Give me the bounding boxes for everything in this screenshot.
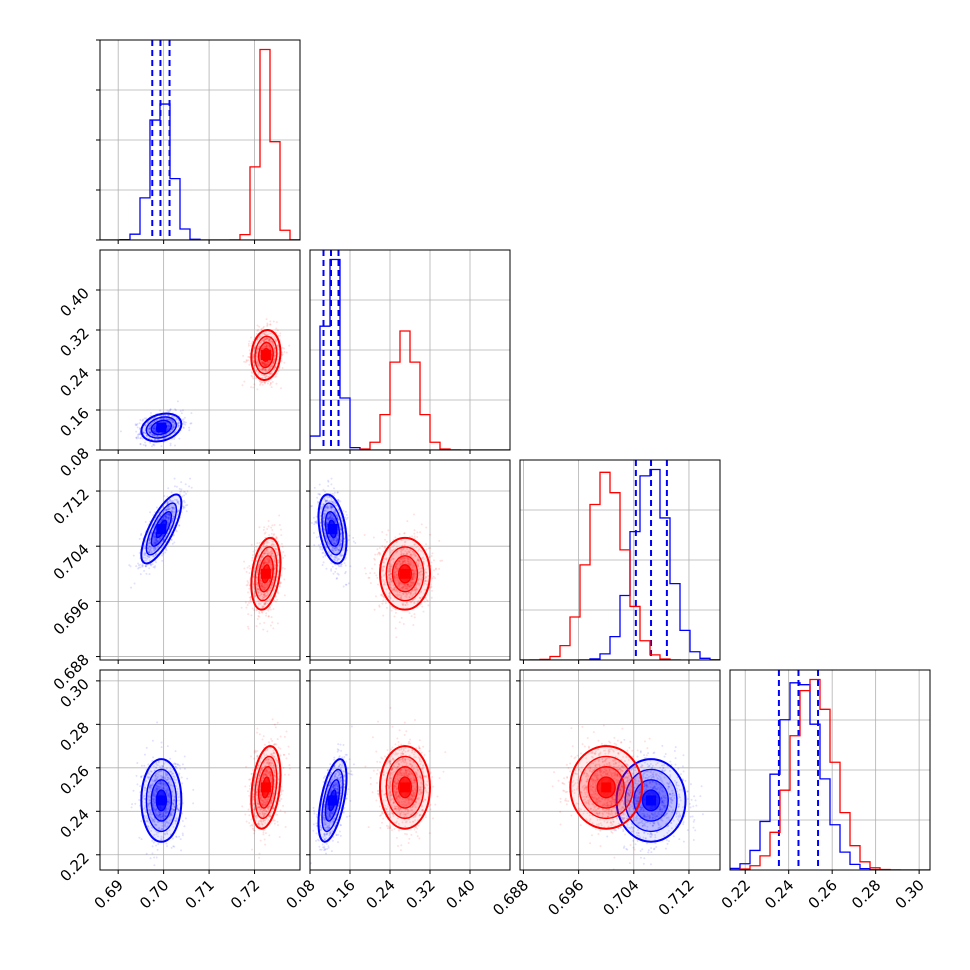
y-tick-label: 0.712: [50, 485, 93, 528]
y-tick-label: 0.32: [56, 324, 92, 360]
panel-3-3: 0.22 0.24 0.26 0.28 0.30: [718, 669, 931, 912]
x-tick-label: 0.30: [892, 876, 928, 912]
y-tick-label: 0.16: [56, 404, 92, 440]
density-peak: [646, 795, 657, 806]
y-tick-label: 0.08: [56, 444, 92, 480]
panel-3-2: 0.688 0.696 0.704 0.712: [489, 669, 721, 919]
panel-frame: [519, 669, 721, 871]
y-tick-label: 0.704: [50, 540, 93, 583]
x-tick-label: 0.71: [182, 876, 218, 912]
y-tick-label: 0.22: [56, 849, 92, 885]
x-tick-label: 0.704: [600, 876, 643, 919]
x-tick-label: 0.08: [282, 876, 318, 912]
panel-2-2: [519, 459, 721, 664]
panel-frame: [99, 249, 301, 451]
y-tick-label: 0.696: [50, 595, 93, 638]
panel-plot-area: [100, 460, 300, 660]
density-peak: [156, 795, 167, 806]
x-tick-label: 0.24: [761, 876, 797, 912]
panel-frame: [99, 669, 301, 871]
density-peak: [601, 782, 612, 793]
density-peak: [156, 422, 167, 433]
x-tick-label: 0.40: [442, 876, 478, 912]
panel-plot-area: [310, 250, 510, 450]
density-peak: [156, 523, 167, 534]
scatter-series-0: [596, 738, 704, 866]
density-peak: [400, 568, 410, 579]
panel-2-1: [306, 459, 511, 664]
panel-plot-area: [520, 460, 720, 660]
density-peak: [260, 568, 271, 579]
panel-frame: [99, 39, 301, 241]
panel-0-0: [96, 39, 301, 244]
panel-plot-area: [100, 250, 300, 450]
x-tick-label: 0.70: [136, 876, 172, 912]
x-tick-label: 0.28: [848, 876, 884, 912]
density-peak: [327, 795, 338, 806]
panel-3-1: 0.08 0.16 0.24 0.32 0.40: [282, 669, 511, 912]
x-tick-label: 0.22: [718, 876, 754, 912]
panel-plot-area: [100, 40, 300, 240]
panel-plot-area: [100, 670, 300, 870]
panel-plot-area: [310, 670, 510, 870]
panel-frame: [309, 459, 511, 661]
x-tick-label: 0.69: [91, 876, 127, 912]
x-tick-label: 0.696: [544, 876, 587, 919]
panel-frame: [519, 459, 721, 661]
panel-frame: [309, 669, 511, 871]
y-tick-label: 0.26: [56, 762, 92, 798]
density-peak: [327, 523, 338, 534]
panel-plot-area: [310, 460, 510, 660]
x-tick-label: 0.26: [805, 876, 841, 912]
density-peak: [260, 350, 271, 360]
panel-frame: [309, 249, 511, 451]
x-tick-label: 0.72: [227, 876, 263, 912]
y-tick-label: 0.40: [56, 284, 92, 320]
density-peak: [260, 782, 271, 793]
density-peak: [400, 782, 410, 793]
y-tick-label: 0.24: [56, 805, 92, 841]
y-tick-label: 0.28: [56, 718, 92, 754]
x-tick-label: 0.32: [402, 876, 438, 912]
panel-frame: [729, 669, 931, 871]
panel-1-1: [309, 249, 511, 454]
panel-plot-area: [520, 670, 720, 870]
panel-3-0: 0.220.240.260.280.300.69 0.70 0.71 0.72: [56, 669, 301, 912]
x-tick-label: 0.16: [322, 876, 358, 912]
panel-1-0: 0.08 0.16 0.24 0.32 0.40: [56, 249, 301, 480]
histogram-series-1: [100, 48, 300, 240]
panel-plot-area: [730, 670, 930, 870]
y-tick-label: 0.24: [56, 364, 92, 400]
x-tick-label: 0.712: [655, 876, 698, 919]
panel-frame: [99, 459, 301, 661]
x-tick-label: 0.24: [362, 876, 398, 912]
x-tick-label: 0.688: [489, 876, 532, 919]
histogram-series-0: [100, 103, 300, 240]
